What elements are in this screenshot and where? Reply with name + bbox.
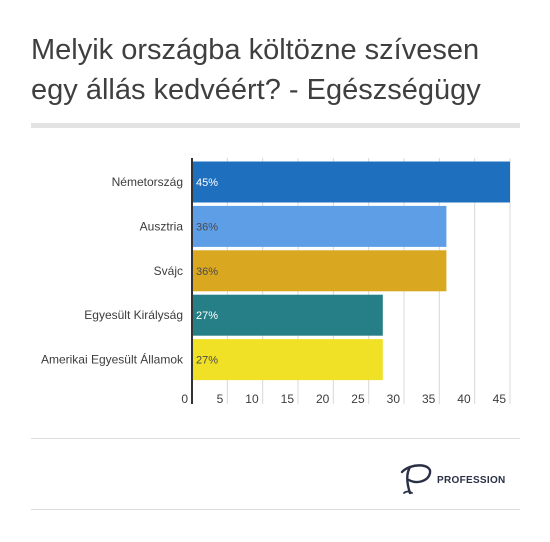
- x-tick-label: 10: [245, 392, 259, 406]
- bar-value-label: 27%: [196, 310, 218, 322]
- x-tick-label: 45: [493, 392, 507, 406]
- x-tick-label: 15: [281, 392, 295, 406]
- bar-value-label: 36%: [196, 266, 218, 278]
- category-labels: Németország Ausztria Svájc Egyesült Királys…: [41, 175, 184, 367]
- x-tick-label: 0: [181, 392, 188, 406]
- x-tick-label: 5: [217, 392, 224, 406]
- footer-divider-top: [31, 438, 520, 439]
- category-label: Egyesült Királyság: [84, 308, 183, 322]
- x-tick-label: 30: [387, 392, 401, 406]
- x-tick-label: 35: [422, 392, 436, 406]
- bar: [192, 339, 383, 381]
- footer-divider-bottom: [31, 509, 520, 510]
- bar: [192, 161, 510, 203]
- title-divider: [31, 123, 520, 128]
- bar: [192, 205, 447, 247]
- profession-p-logo-icon: [400, 464, 432, 495]
- bar: [192, 250, 447, 292]
- x-tick-labels: 0 5 10 15 20 25 30 35 40 45: [181, 392, 506, 406]
- x-tick-label: 40: [457, 392, 471, 406]
- category-label: Svájc: [154, 264, 183, 278]
- bars: 45% 36% 36% 27% 27%: [192, 161, 510, 381]
- bar-value-label: 27%: [196, 355, 218, 367]
- bar-value-label: 45%: [196, 177, 218, 189]
- bar-value-label: 36%: [196, 221, 218, 233]
- category-label: Ausztria: [140, 219, 184, 233]
- x-tick-label: 25: [351, 392, 365, 406]
- category-label: Németország: [112, 175, 183, 189]
- chart-title: Melyik országba költözne szívesen egy ál…: [31, 34, 481, 106]
- bar: [192, 294, 383, 336]
- x-tick-label: 20: [316, 392, 330, 406]
- brand-name: PROFESSION: [437, 475, 506, 486]
- category-label: Amerikai Egyesült Államok: [41, 352, 184, 367]
